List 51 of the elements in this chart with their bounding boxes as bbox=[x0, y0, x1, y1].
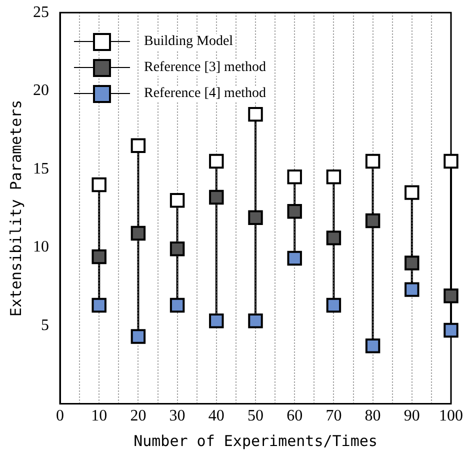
point bbox=[130, 226, 146, 241]
point bbox=[248, 314, 263, 328]
y-tick-label: 25 bbox=[33, 4, 49, 21]
x-tick-label: 90 bbox=[404, 408, 420, 425]
y-axis-title: Extensibility Parameters bbox=[6, 100, 25, 317]
point bbox=[209, 190, 224, 205]
point bbox=[326, 230, 342, 246]
point bbox=[326, 170, 342, 184]
x-tick-label: 0 bbox=[56, 408, 64, 425]
point bbox=[404, 256, 420, 270]
point bbox=[365, 213, 380, 228]
y-tick-label: 20 bbox=[33, 82, 49, 100]
x-tick-label: 60 bbox=[286, 408, 303, 425]
point bbox=[209, 314, 224, 328]
legend-label: Reference [3] method bbox=[142, 60, 268, 76]
point bbox=[130, 329, 146, 344]
point bbox=[92, 177, 106, 192]
x-tick-label: 50 bbox=[248, 408, 264, 425]
point bbox=[287, 170, 302, 184]
x-tick-label: 70 bbox=[326, 408, 342, 425]
point bbox=[365, 338, 380, 354]
x-tick-label: 10 bbox=[91, 408, 108, 425]
point bbox=[130, 138, 146, 153]
point bbox=[248, 106, 263, 122]
point bbox=[92, 298, 106, 313]
x-tick-label: 40 bbox=[208, 408, 224, 425]
legend-label: Building Model bbox=[142, 34, 236, 50]
x-tick-label: 80 bbox=[364, 408, 381, 425]
point bbox=[209, 154, 224, 169]
x-tick-label: 100 bbox=[439, 408, 463, 425]
point bbox=[170, 193, 185, 208]
point bbox=[287, 250, 302, 266]
point bbox=[444, 154, 458, 169]
point bbox=[326, 298, 342, 313]
x-axis-title: Number of Experiments/Times bbox=[134, 432, 378, 450]
point bbox=[404, 185, 420, 200]
point bbox=[365, 154, 380, 169]
point bbox=[444, 322, 458, 338]
point bbox=[287, 204, 302, 219]
point bbox=[170, 298, 185, 313]
point bbox=[444, 288, 458, 304]
point bbox=[92, 249, 106, 264]
y-tick-label: 15 bbox=[33, 160, 49, 178]
point bbox=[404, 282, 420, 297]
y-tick-label: 5 bbox=[41, 316, 49, 334]
point bbox=[248, 210, 263, 225]
y-tick-label: 10 bbox=[33, 238, 49, 256]
legend-label: Reference [4] method bbox=[142, 86, 268, 102]
x-tick-label: 20 bbox=[130, 408, 146, 425]
point bbox=[170, 242, 185, 256]
x-tick-label: 30 bbox=[169, 408, 186, 425]
